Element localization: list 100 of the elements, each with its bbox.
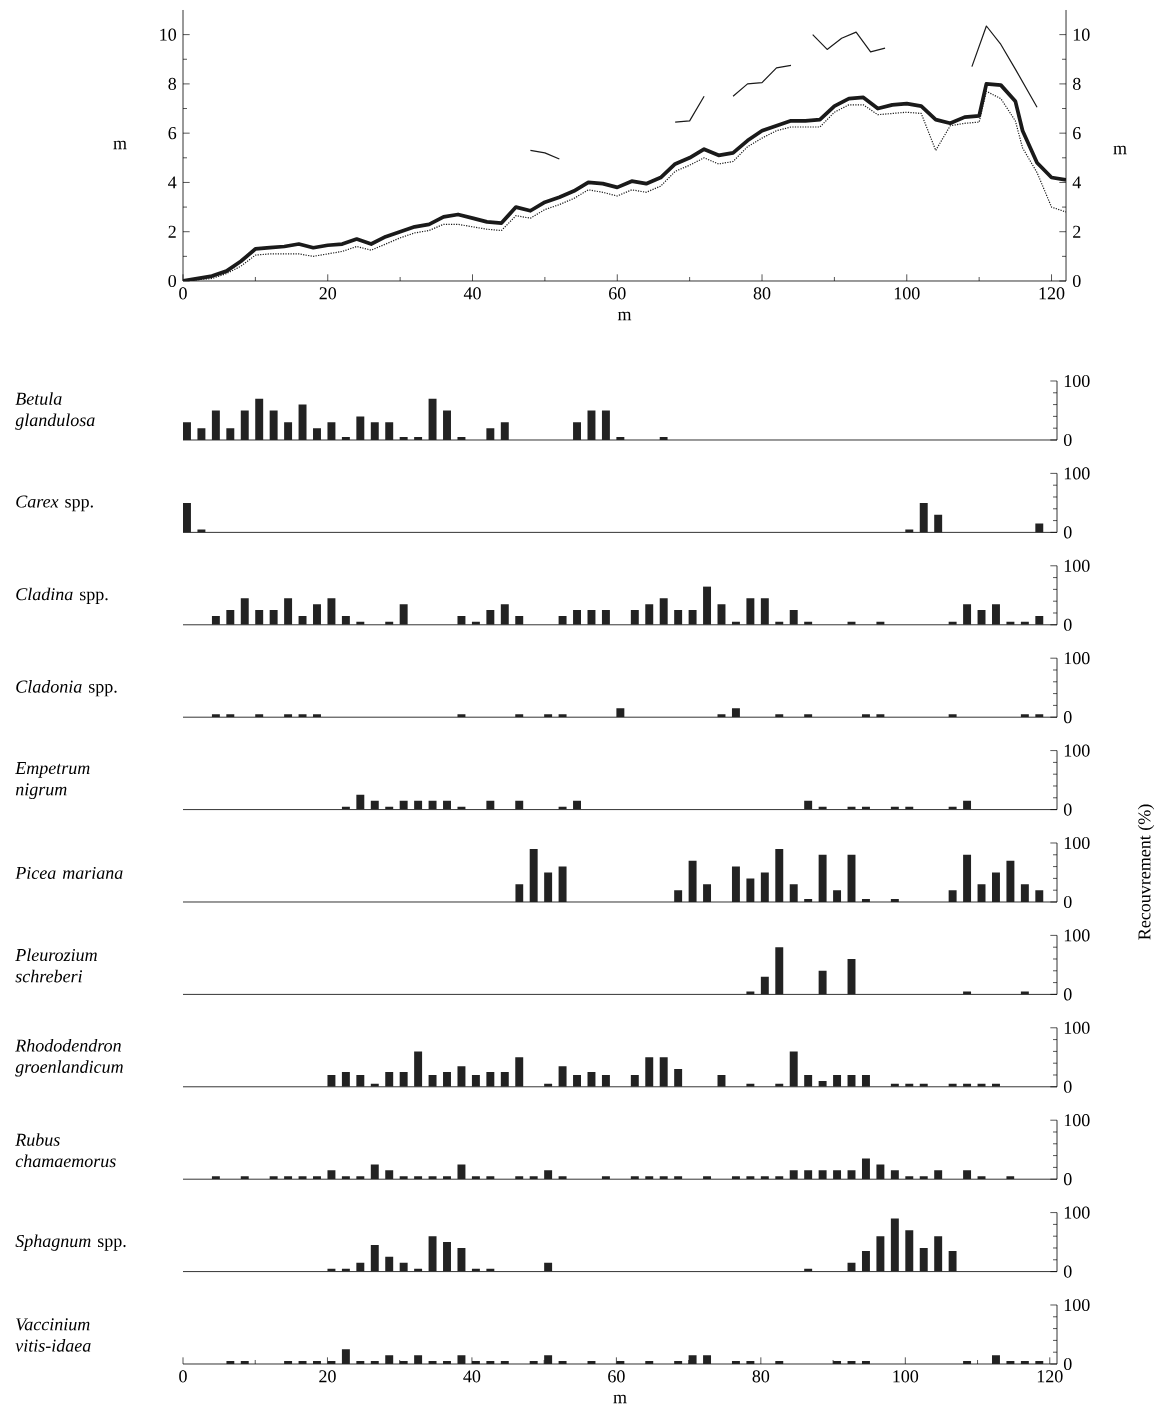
text: Cladonia spp.: [16, 680, 117, 697]
bar: [1020, 884, 1029, 902]
bar: [327, 1074, 336, 1087]
bar: [284, 422, 293, 440]
bar: [963, 1170, 972, 1180]
y-tick-label: 100: [1064, 1298, 1090, 1312]
bar: [1035, 890, 1044, 902]
x-tick-label: 120: [1037, 1370, 1063, 1383]
bar: [471, 1074, 480, 1087]
y-tick-label: 2: [168, 225, 176, 238]
text: Pleurozium schreberi: [15, 948, 97, 983]
bar: [645, 604, 654, 625]
bar: [833, 890, 842, 902]
bar: [385, 1170, 394, 1180]
bar: [674, 1176, 683, 1180]
y-tick-label: 100: [1064, 744, 1090, 757]
bar: [197, 428, 206, 440]
bar: [1006, 1176, 1015, 1180]
bar: [544, 1355, 553, 1364]
bar: [284, 598, 293, 625]
bar: [486, 800, 495, 810]
bar: [731, 866, 740, 902]
y-tick-label: 0: [1063, 1357, 1072, 1371]
y-tick-label: 100: [1064, 374, 1090, 388]
bar: [587, 1361, 596, 1364]
bar: [399, 1262, 408, 1272]
bar: [443, 1072, 451, 1087]
bar: [399, 1361, 408, 1364]
bar: [992, 1355, 1000, 1364]
y-tick-label: 100: [1064, 559, 1090, 572]
x-tick-label: 80: [752, 1370, 770, 1383]
bar: [370, 1164, 379, 1180]
x-tick-label: 80: [753, 287, 771, 300]
bar: [775, 1176, 784, 1180]
bar: [298, 1361, 307, 1364]
bar: [573, 1074, 581, 1087]
bar: [847, 1361, 856, 1364]
x-tick-label: 100: [894, 287, 920, 300]
y-tick-label: 100: [1064, 1114, 1090, 1127]
bar: [529, 1361, 538, 1364]
y-tick-label: 10: [160, 28, 177, 41]
bar: [645, 1361, 654, 1364]
bar: [746, 878, 755, 902]
text: Betula glandulosa: [15, 392, 95, 430]
y-tick-label: 0: [1063, 711, 1072, 724]
y-axis-title: m: [113, 140, 127, 150]
bar: [211, 1176, 220, 1180]
x-tick-label: 40: [463, 1370, 481, 1383]
bar: [356, 1176, 365, 1180]
bar: [746, 598, 755, 625]
y-tick-label: 0: [1063, 526, 1072, 539]
bar: [471, 1361, 480, 1364]
bar: [847, 1170, 856, 1180]
bar: [558, 615, 567, 625]
bar: [876, 1164, 885, 1180]
bar: [601, 610, 610, 625]
bar: [183, 422, 191, 440]
bar: [630, 1176, 639, 1180]
bar: [1020, 1361, 1029, 1364]
bar: [399, 800, 408, 810]
bar: [443, 800, 451, 810]
bar: [500, 1072, 509, 1087]
bar: [370, 1245, 379, 1272]
bar: [760, 1176, 769, 1180]
x-tick-label: 20: [319, 1370, 336, 1383]
bar: [948, 890, 957, 902]
bar: [414, 437, 423, 440]
bar: [963, 604, 972, 625]
bar: [370, 422, 379, 440]
bar: [544, 1170, 553, 1180]
text: Empetrum nigrum: [15, 762, 90, 800]
bar: [789, 884, 798, 902]
bar: [486, 610, 495, 625]
bar: [443, 1176, 451, 1180]
bar: [428, 1361, 437, 1364]
bar: [905, 1176, 914, 1180]
bar: [500, 1361, 509, 1364]
bar: [341, 1072, 350, 1087]
bar: [775, 848, 784, 902]
bar: [486, 428, 495, 440]
y-tick-label: 6: [168, 127, 177, 140]
bar: [457, 437, 466, 440]
x-tick-label: 60: [609, 287, 626, 300]
bar: [385, 1072, 394, 1087]
bar: [688, 1355, 697, 1364]
bar: [977, 1176, 986, 1180]
bar: [313, 1176, 321, 1180]
bar: [833, 1074, 842, 1087]
bar: [934, 1236, 943, 1272]
bar: [804, 800, 813, 810]
bar: [211, 615, 220, 625]
bar: [587, 610, 596, 625]
bar: [890, 899, 899, 902]
bar: [226, 610, 235, 625]
bar: [963, 800, 972, 810]
bar: [833, 1170, 842, 1180]
bar: [890, 1170, 899, 1180]
bar: [731, 1361, 740, 1364]
bar: [992, 872, 1000, 902]
text: Sphagnum spp.: [15, 1234, 126, 1251]
